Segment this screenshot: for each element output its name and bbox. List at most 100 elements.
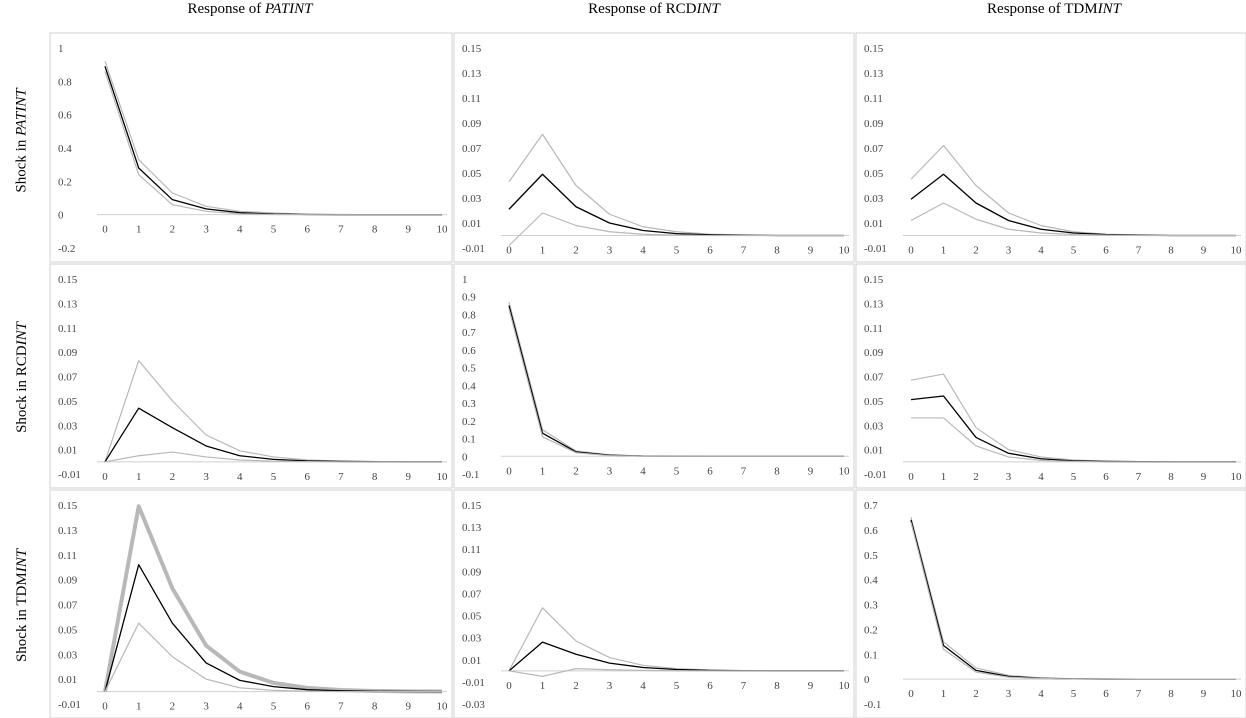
x-tick-label: 6 — [707, 245, 713, 257]
x-tick-label: 7 — [1136, 688, 1142, 700]
y-tick-label: 0.2 — [864, 624, 878, 636]
y-tick-label: 0.4 — [462, 380, 476, 392]
panel-1-1: -0.100.10.20.30.40.50.60.70.80.910 1 2 3 4 5 6… — [453, 263, 855, 489]
y-tick-label: -0.01 — [864, 469, 887, 481]
confidence-band-line — [104, 622, 442, 693]
x-tick-label: 2 — [573, 465, 579, 477]
y-tick-label: 0.6 — [462, 345, 476, 357]
x-tick-label: 8 — [1168, 245, 1174, 257]
x-tick-label: 8 — [372, 471, 378, 483]
y-tick-label: 1 — [58, 43, 64, 55]
y-tick-label: 0.8 — [462, 309, 476, 321]
x-tick-label: 5 — [271, 471, 277, 483]
y-tick-label: 0.15 — [58, 500, 78, 512]
x-tick-label: 7 — [338, 471, 344, 483]
confidence-band-line — [508, 133, 844, 237]
x-tick-label: 7 — [741, 245, 747, 257]
x-tick-label: 4 — [237, 224, 243, 236]
y-tick-label: 0.07 — [864, 143, 884, 155]
panel-2-2: -0.1 0 0.1 0.2 0.3 0.4 0.5 0.6 0.7 0 1 2 3 4 5 6 7 8 9 10 — [855, 489, 1246, 718]
y-tick-label: 0.1 — [462, 434, 476, 446]
y-tick-label: 0.11 — [462, 93, 481, 105]
y-tick-label: 0 — [462, 451, 468, 463]
y-tick-label: 0.13 — [58, 525, 78, 537]
x-tick-label: 10 — [1231, 245, 1243, 257]
y-tick-label: 0.13 — [462, 68, 482, 80]
y-tick-label: 0.09 — [864, 347, 884, 359]
x-tick-label: 6 — [1103, 688, 1109, 700]
irf-line — [508, 173, 844, 237]
confidence-band-line — [104, 71, 442, 216]
x-tick-label: 10 — [1231, 471, 1243, 483]
y-tick-label: 0.13 — [58, 298, 78, 310]
x-tick-label: 3 — [1006, 688, 1012, 700]
x-tick-label: 1 — [941, 245, 947, 257]
confidence-band-line — [508, 668, 844, 677]
y-tick-label: -0.01 — [58, 699, 81, 711]
column-header-2: Response of TDMINT — [874, 1, 1234, 18]
y-tick-label: 0.03 — [462, 193, 482, 205]
x-tick-label: 2 — [170, 224, 176, 236]
x-tick-label: 9 — [406, 701, 412, 713]
column-header-text: Response of — [187, 1, 265, 17]
x-tick-label: 6 — [707, 465, 713, 477]
y-tick-label: 0.3 — [462, 398, 476, 410]
x-tick-label: 4 — [1038, 688, 1044, 700]
x-tick-label: 1 — [136, 701, 142, 713]
y-tick-label: 0.13 — [864, 68, 884, 80]
x-tick-label: 5 — [674, 680, 680, 692]
x-tick-label: 6 — [1103, 471, 1109, 483]
y-tick-label: 0.03 — [58, 420, 78, 432]
x-tick-label: 6 — [304, 471, 310, 483]
y-tick-label: 0.05 — [462, 611, 482, 623]
x-tick-label: 0 — [102, 471, 108, 483]
x-tick-label: 4 — [640, 465, 646, 477]
x-tick-label: 7 — [338, 224, 344, 236]
x-tick-label: 9 — [406, 224, 412, 236]
irf-line — [508, 305, 844, 457]
x-tick-label: 0 — [908, 471, 914, 483]
x-tick-label: 0 — [908, 688, 914, 700]
x-tick-label: 2 — [973, 471, 979, 483]
panel-0-0: -0.200.20.40.60.810 1 2 3 4 5 6 7 8 9 10 — [49, 32, 453, 263]
x-tick-label: 3 — [607, 465, 613, 477]
y-tick-label: 0.01 — [462, 218, 481, 230]
y-tick-label: 0.11 — [58, 550, 77, 562]
column-header-italic: PATINT — [264, 1, 313, 17]
x-tick-label: 5 — [1071, 245, 1077, 257]
panel-border — [453, 263, 855, 489]
y-tick-label: 0.3 — [864, 600, 878, 612]
x-tick-label: 9 — [1201, 471, 1207, 483]
panel-0-1: -0.01 0.01 0.03 0.05 0.07 0.09 0.11 0.13 0.15 0 1 2… — [453, 32, 855, 263]
irf-line — [910, 173, 1236, 237]
y-tick-label: 0.07 — [58, 600, 78, 612]
y-tick-label: 0.15 — [58, 274, 78, 286]
y-tick-label: 0.11 — [864, 93, 883, 105]
confidence-band-line — [508, 212, 844, 246]
y-tick-label: 0.4 — [58, 143, 72, 155]
x-tick-label: 5 — [1071, 688, 1077, 700]
y-tick-label: 0.9 — [462, 292, 476, 304]
y-tick-label: 0.13 — [864, 298, 884, 310]
x-tick-label: 1 — [540, 245, 546, 257]
x-tick-label: 8 — [1168, 471, 1174, 483]
x-tick-label: 6 — [304, 224, 310, 236]
x-tick-label: 4 — [237, 701, 243, 713]
column-header-0: Response of PATINT — [70, 1, 430, 18]
y-tick-label: 0.05 — [58, 396, 78, 408]
panel-border — [49, 263, 453, 489]
x-tick-label: 7 — [741, 465, 747, 477]
x-tick-label: 3 — [203, 471, 209, 483]
y-tick-label: 0.01 — [864, 218, 883, 230]
y-tick-label: -0.03 — [462, 699, 485, 711]
column-header-text: Response of TDM — [987, 1, 1098, 17]
x-tick-label: 1 — [941, 688, 947, 700]
x-tick-label: 0 — [506, 245, 512, 257]
x-tick-label: 7 — [338, 701, 344, 713]
x-tick-label: 0 — [506, 465, 512, 477]
x-tick-label: 8 — [774, 465, 780, 477]
x-tick-label: 1 — [540, 465, 546, 477]
x-tick-label: 3 — [1006, 245, 1012, 257]
x-tick-label: 4 — [1038, 245, 1044, 257]
